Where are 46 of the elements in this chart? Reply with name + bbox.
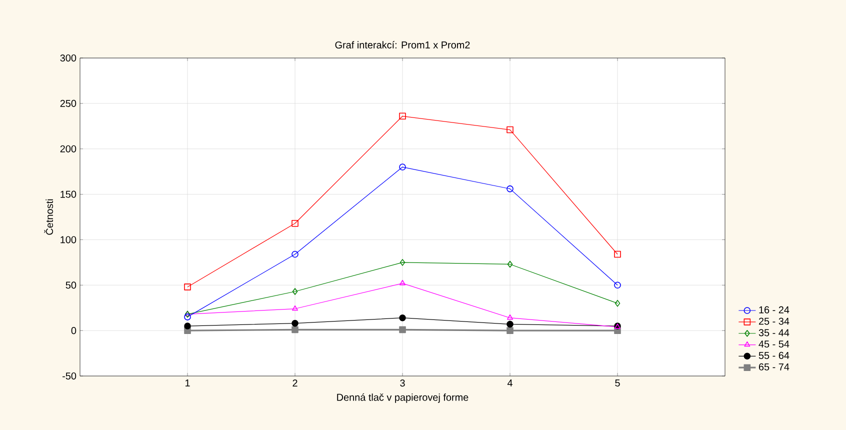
y-tick-label: 150 (60, 190, 76, 198)
legend-label: 35 - 44 (758, 329, 790, 336)
point (292, 250, 298, 258)
legend-label: 55 - 64 (758, 352, 790, 359)
y-axis-title: Četnosti (44, 199, 54, 235)
point (292, 288, 298, 295)
point (292, 320, 298, 327)
point (507, 314, 514, 320)
legend-label: 45 - 54 (758, 340, 790, 348)
legend-label: 65 - 74 (758, 363, 790, 370)
y-tick-label: 250 (60, 100, 76, 107)
point (399, 326, 406, 334)
chart-title: Graf interakcí: Prom1 x Prom2 (335, 41, 470, 48)
x-tick-label: 3 (400, 380, 405, 387)
point (614, 300, 620, 307)
point (292, 220, 298, 227)
point (506, 126, 514, 134)
point (506, 185, 514, 192)
legend-label: 16 - 24 (759, 306, 790, 314)
x-tick-label: 5 (615, 380, 620, 386)
x-axis-title: Denná tlač v papierovej forme (337, 393, 468, 403)
point (399, 112, 406, 120)
x-tick-label: 1 (186, 380, 190, 386)
point (292, 305, 298, 311)
point (399, 164, 406, 170)
point (506, 320, 514, 328)
y-tick-label: 200 (60, 145, 76, 152)
y-tick-label: -50 (62, 372, 76, 380)
point (184, 322, 191, 330)
point (400, 280, 406, 286)
point (184, 314, 191, 320)
point (507, 260, 513, 268)
point (184, 284, 191, 290)
point (400, 259, 406, 266)
point (614, 250, 621, 258)
x-tick-label: 2 (292, 380, 298, 386)
y-tick-label: 0 (71, 327, 76, 334)
point (506, 327, 514, 334)
x-tick-label: 4 (507, 380, 512, 386)
y-tick-label: 300 (60, 54, 76, 62)
legend-label: 25 - 34 (758, 318, 790, 325)
y-tick-label: 50 (66, 282, 76, 289)
point (614, 282, 621, 289)
point (399, 314, 406, 322)
y-tick-label: 100 (60, 236, 76, 244)
point (292, 326, 298, 334)
